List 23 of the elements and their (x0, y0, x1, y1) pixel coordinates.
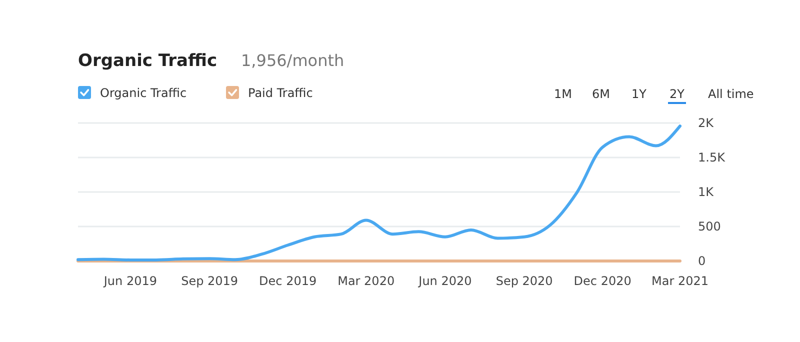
y-tick-label: 1.5K (698, 150, 726, 164)
chart-subtitle: 1,956/month (241, 51, 344, 70)
x-tick-label: Jun 2019 (102, 274, 158, 288)
legend-label: Paid Traffic (248, 86, 313, 100)
text: 6M (592, 87, 610, 101)
text: 2Y (670, 87, 686, 101)
text: 1Y (632, 87, 648, 101)
x-tick-label: Dec 2020 (574, 274, 632, 288)
y-tick-label: 2K (698, 116, 715, 130)
line-series (76, 124, 682, 262)
y-tick-label: 0 (698, 254, 706, 268)
y-tick-label: 500 (698, 220, 721, 234)
legend-label: Organic Traffic (100, 86, 187, 100)
x-tick-label: Jun 2020 (418, 274, 472, 288)
y-tick-label: 1K (698, 185, 715, 199)
chart-title: Organic Traffic (78, 51, 218, 71)
x-tick-label: Sep 2020 (496, 274, 553, 288)
x-tick-label: Sep 2019 (181, 274, 238, 288)
x-tick-label: Mar 2020 (338, 274, 395, 288)
x-tick-label: Dec 2019 (259, 274, 317, 288)
text: 1M (554, 87, 572, 101)
x-tick-label: Mar 2021 (652, 274, 708, 288)
text: All time (708, 87, 754, 101)
